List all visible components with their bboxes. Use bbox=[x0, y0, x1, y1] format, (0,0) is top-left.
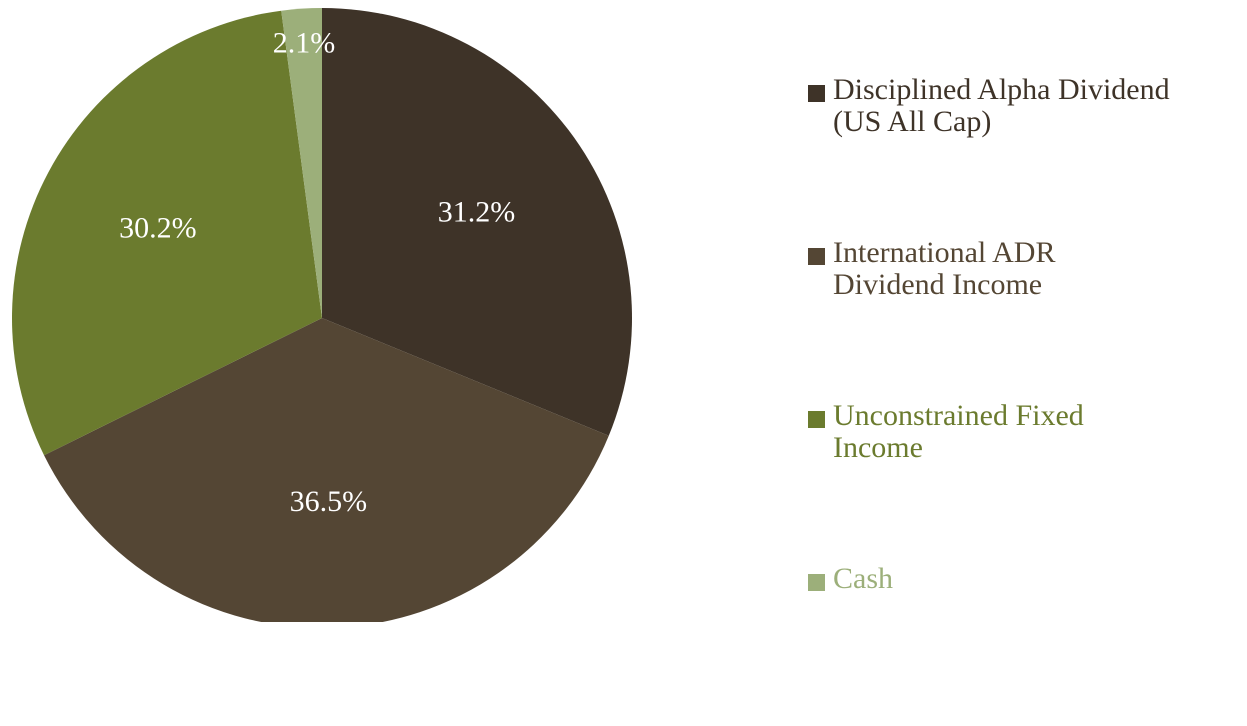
legend-label: Disciplined Alpha Dividend (US All Cap) bbox=[833, 73, 1170, 138]
chart: 31.2% 36.5% 30.2% 2.1% bbox=[11, 8, 632, 622]
legend-label: Cash bbox=[833, 562, 893, 595]
legend-item: Disciplined Alpha Dividend (US All Cap) bbox=[808, 74, 1238, 237]
pie-slice bbox=[281, 8, 322, 318]
legend-label: International ADR Dividend Income bbox=[833, 236, 1056, 301]
legend-swatch bbox=[808, 248, 825, 265]
legend-item: International ADR Dividend Income bbox=[808, 237, 1238, 400]
page: {"chart_data": {"type": "pie", "categori… bbox=[11, 8, 1170, 622]
legend-swatch bbox=[808, 411, 825, 428]
slice-label: 2.1% bbox=[273, 27, 336, 60]
pie-slice bbox=[322, 8, 632, 436]
slice-label: 30.2% bbox=[119, 211, 197, 244]
pie-slice bbox=[11, 10, 322, 456]
legend: Disciplined Alpha Dividend (US All Cap) I… bbox=[808, 74, 1238, 726]
legend-swatch bbox=[808, 574, 825, 591]
legend-swatch bbox=[808, 85, 825, 102]
pie-slice bbox=[44, 318, 609, 622]
legend-item: Cash bbox=[808, 563, 1238, 726]
slice-label: 31.2% bbox=[438, 195, 516, 228]
legend-label: Unconstrained Fixed Income bbox=[833, 399, 1084, 464]
legend-item: Unconstrained Fixed Income bbox=[808, 400, 1238, 563]
slice-label: 36.5% bbox=[290, 485, 368, 518]
